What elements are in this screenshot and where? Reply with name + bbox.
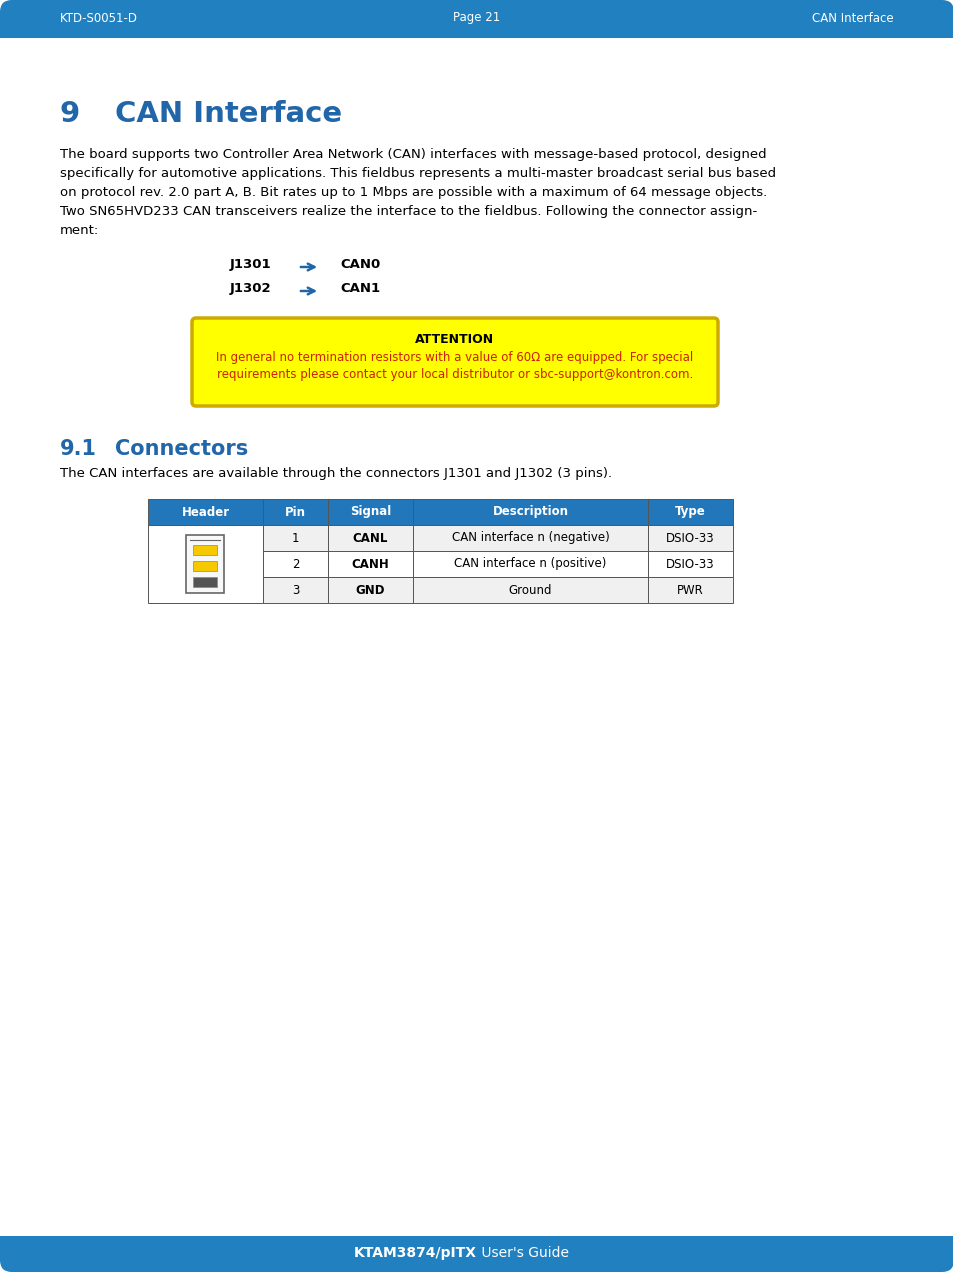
Text: Header: Header <box>181 505 230 519</box>
Text: PWR: PWR <box>677 584 703 597</box>
Text: ment:: ment: <box>60 224 99 237</box>
Text: Type: Type <box>675 505 705 519</box>
Text: 2: 2 <box>292 557 299 571</box>
Bar <box>186 536 224 593</box>
Text: The CAN interfaces are available through the connectors J1301 and J1302 (3 pins): The CAN interfaces are available through… <box>60 467 612 480</box>
Bar <box>413 499 647 525</box>
Text: The board supports two Controller Area Network (CAN) interfaces with message-bas: The board supports two Controller Area N… <box>60 148 766 162</box>
Text: 3: 3 <box>292 584 299 597</box>
Bar <box>647 577 732 603</box>
Bar <box>647 499 732 525</box>
Text: CAN0: CAN0 <box>339 258 380 271</box>
Bar <box>148 499 263 525</box>
Text: ATTENTION: ATTENTION <box>415 333 494 346</box>
Text: Description: Description <box>492 505 568 519</box>
Text: KTD-S0051-D: KTD-S0051-D <box>60 11 138 24</box>
Bar <box>193 577 217 586</box>
Bar <box>413 551 647 577</box>
Text: CANH: CANH <box>352 557 389 571</box>
Bar <box>0 1236 953 1254</box>
Text: 1: 1 <box>292 532 299 544</box>
Text: Page 21: Page 21 <box>453 11 500 24</box>
FancyBboxPatch shape <box>0 1236 953 1272</box>
Text: J1301: J1301 <box>230 258 272 271</box>
Text: Connectors: Connectors <box>115 439 248 459</box>
Text: KTAM3874/pITX: KTAM3874/pITX <box>354 1247 476 1261</box>
Text: CAN Interface: CAN Interface <box>812 11 893 24</box>
Bar <box>413 577 647 603</box>
Text: 9: 9 <box>60 100 80 128</box>
Bar <box>647 551 732 577</box>
Text: Two SN65HVD233 CAN transceivers realize the interface to the fieldbus. Following: Two SN65HVD233 CAN transceivers realize … <box>60 205 757 218</box>
Bar <box>148 525 263 603</box>
Bar <box>193 544 217 555</box>
Text: CANL: CANL <box>353 532 388 544</box>
Bar <box>413 525 647 551</box>
Text: Signal: Signal <box>350 505 391 519</box>
Text: DSIO-33: DSIO-33 <box>665 557 714 571</box>
Bar <box>328 525 413 551</box>
Text: J1302: J1302 <box>230 282 272 295</box>
FancyBboxPatch shape <box>192 318 718 406</box>
Text: DSIO-33: DSIO-33 <box>665 532 714 544</box>
FancyBboxPatch shape <box>0 0 953 36</box>
Text: on protocol rev. 2.0 part A, B. Bit rates up to 1 Mbps are possible with a maxim: on protocol rev. 2.0 part A, B. Bit rate… <box>60 186 766 198</box>
Text: CAN1: CAN1 <box>339 282 379 295</box>
Bar <box>328 577 413 603</box>
Text: 9.1: 9.1 <box>60 439 97 459</box>
Text: Ground: Ground <box>508 584 552 597</box>
Bar <box>328 499 413 525</box>
Bar <box>263 551 328 577</box>
Bar <box>647 525 732 551</box>
Text: specifically for automotive applications. This fieldbus represents a multi-maste: specifically for automotive applications… <box>60 167 776 181</box>
Text: CAN interface n (positive): CAN interface n (positive) <box>454 557 606 571</box>
Text: User's Guide: User's Guide <box>476 1247 568 1261</box>
Bar <box>263 577 328 603</box>
Bar <box>193 561 217 571</box>
Text: Pin: Pin <box>285 505 306 519</box>
Bar <box>263 499 328 525</box>
Bar <box>328 551 413 577</box>
Text: GND: GND <box>355 584 385 597</box>
Bar <box>0 18 953 38</box>
Text: In general no termination resistors with a value of 60Ω are equipped. For specia: In general no termination resistors with… <box>216 351 693 364</box>
Text: CAN Interface: CAN Interface <box>115 100 342 128</box>
Bar <box>263 525 328 551</box>
Text: CAN interface n (negative): CAN interface n (negative) <box>451 532 609 544</box>
Text: requirements please contact your local distributor or sbc-support@kontron.com.: requirements please contact your local d… <box>216 368 693 382</box>
